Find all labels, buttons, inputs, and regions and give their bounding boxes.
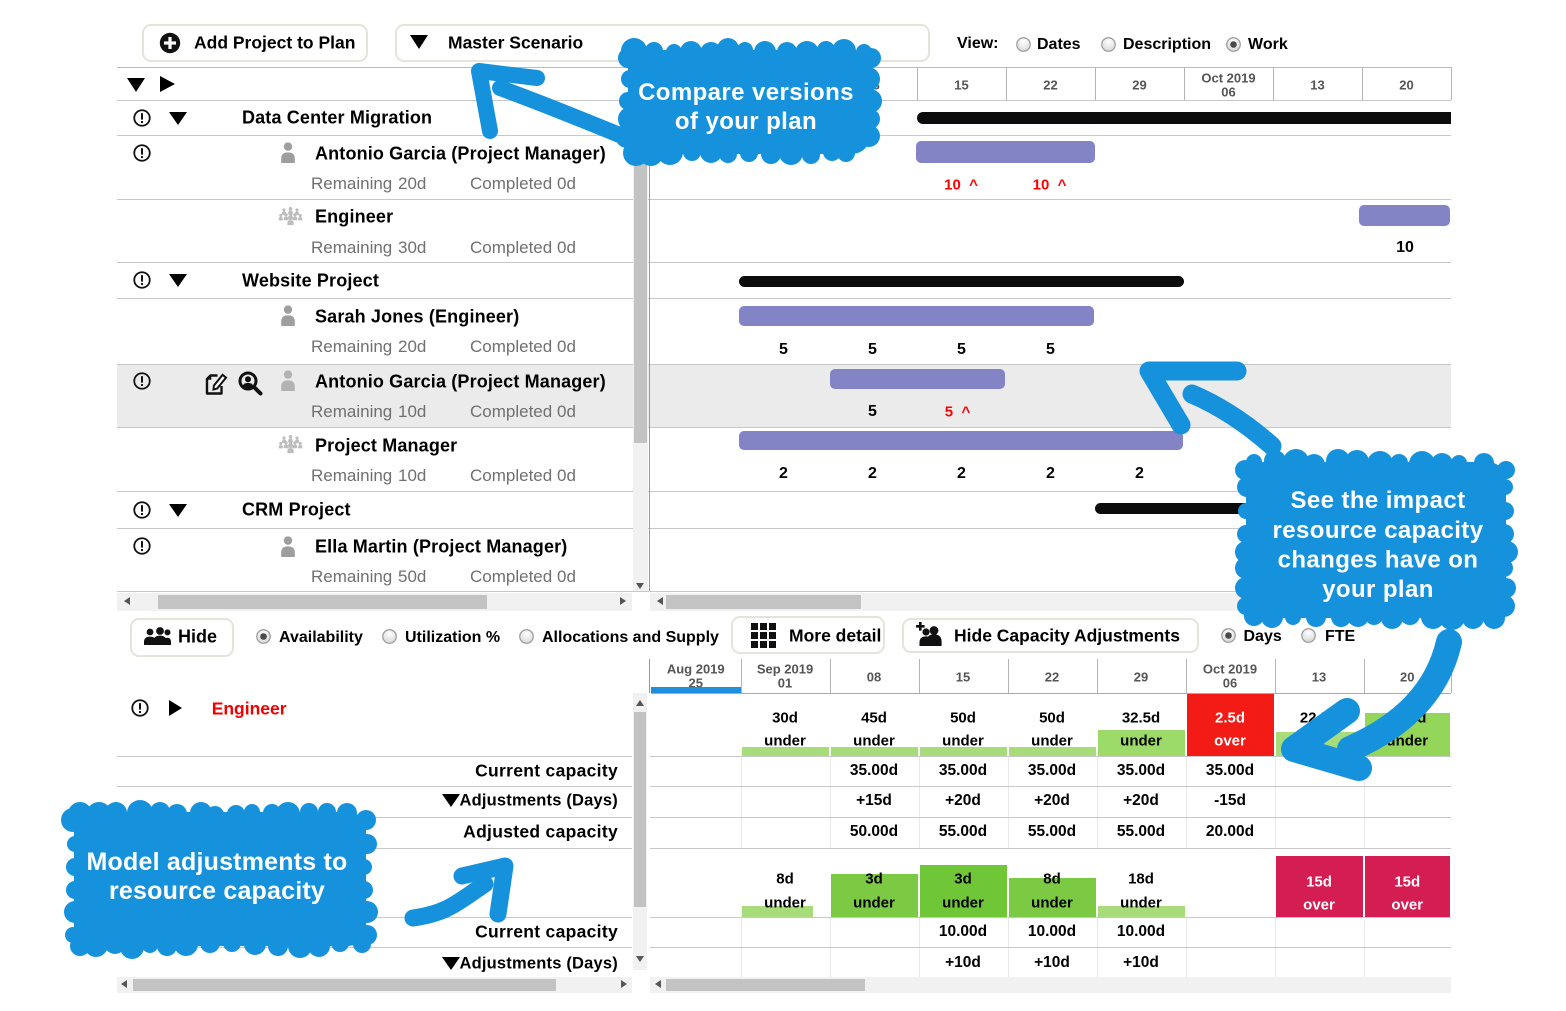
svg-text:Compare versions: Compare versions xyxy=(638,79,854,106)
svg-text:resource capacity: resource capacity xyxy=(1273,517,1484,544)
svg-text:of your plan: of your plan xyxy=(675,108,817,135)
svg-text:resource capacity: resource capacity xyxy=(109,877,325,905)
svg-text:your plan: your plan xyxy=(1322,576,1434,603)
svg-text:changes have on: changes have on xyxy=(1278,547,1479,574)
svg-text:See the impact: See the impact xyxy=(1291,487,1466,514)
svg-text:Model adjustments to: Model adjustments to xyxy=(87,848,348,876)
